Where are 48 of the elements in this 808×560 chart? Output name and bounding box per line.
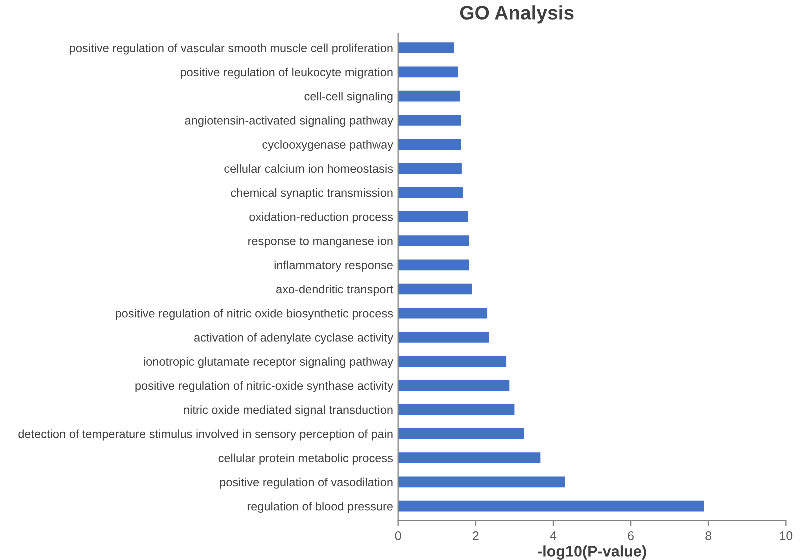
y-tick-label: cellular calcium ion homeostasis — [224, 164, 394, 174]
y-tick-label: ionotropic glutamate receptor signaling pathway — [144, 357, 394, 368]
y-tick-label: positive regulation of vascular smooth muscle cell proliferation — [70, 44, 393, 55]
y-tick-label: nitric oxide mediated signal transduction — [184, 406, 393, 417]
x-tick-label: 8 — [706, 532, 712, 540]
x-tick-label: 6 — [628, 532, 634, 540]
bar — [398, 500, 704, 512]
bar — [398, 308, 488, 319]
y-tick-label: positive regulation of leukocyte migration — [180, 68, 393, 79]
bar — [398, 260, 470, 271]
y-tick-label: positive regulation of nitric oxide biosynthetic process — [116, 309, 394, 320]
y-tick-label: oxidation-reduction process — [250, 212, 394, 224]
bar — [398, 236, 470, 246]
bar — [398, 90, 460, 102]
y-tick-label: response to manganese ion — [248, 236, 393, 248]
bar — [398, 66, 458, 78]
bar — [398, 211, 468, 222]
y-tick-label: cell-cell signaling — [304, 92, 393, 104]
y-tick-label: inflammatory response — [274, 260, 393, 272]
y-tick-label: chemical synaptic transmission — [231, 188, 393, 200]
bar — [398, 163, 462, 174]
bar — [398, 42, 454, 54]
bar — [398, 284, 472, 295]
bar — [398, 139, 462, 150]
x-tick-label: 4 — [550, 532, 557, 540]
x-tick-label: 10 — [780, 532, 793, 540]
y-tick-label: cyclooxygenase pathway — [262, 140, 394, 152]
bar — [398, 187, 464, 198]
y-tick-label: regulation of blood pressure — [248, 502, 393, 514]
bar — [398, 115, 462, 126]
bar — [398, 452, 541, 464]
bar — [398, 476, 566, 488]
x-axis-title: -log10(P-value) — [538, 546, 646, 560]
bar — [398, 356, 507, 368]
y-tick-label: positive regulation of vasodilation — [220, 478, 393, 489]
x-tick-label: 0 — [395, 532, 402, 540]
y-tick-label: activation of adenylate cyclase activity — [194, 333, 394, 344]
bar — [398, 380, 510, 392]
chart-title: GO Analysis — [460, 6, 574, 24]
bar — [398, 332, 490, 343]
y-tick-label: cellular protein metabolic process — [218, 454, 394, 465]
y-tick-label: positive regulation of nitric-oxide synthase activity — [136, 381, 394, 392]
bar — [398, 404, 515, 416]
y-tick-label: axo-dendritic transport — [276, 284, 394, 296]
y-tick-label: angiotensin-activated signaling pathway — [185, 116, 394, 128]
x-tick-label: 2 — [473, 532, 479, 540]
bar — [398, 428, 524, 440]
y-tick-label: detection of temperature stimulus involved in sensory perception of pain — [18, 430, 393, 441]
